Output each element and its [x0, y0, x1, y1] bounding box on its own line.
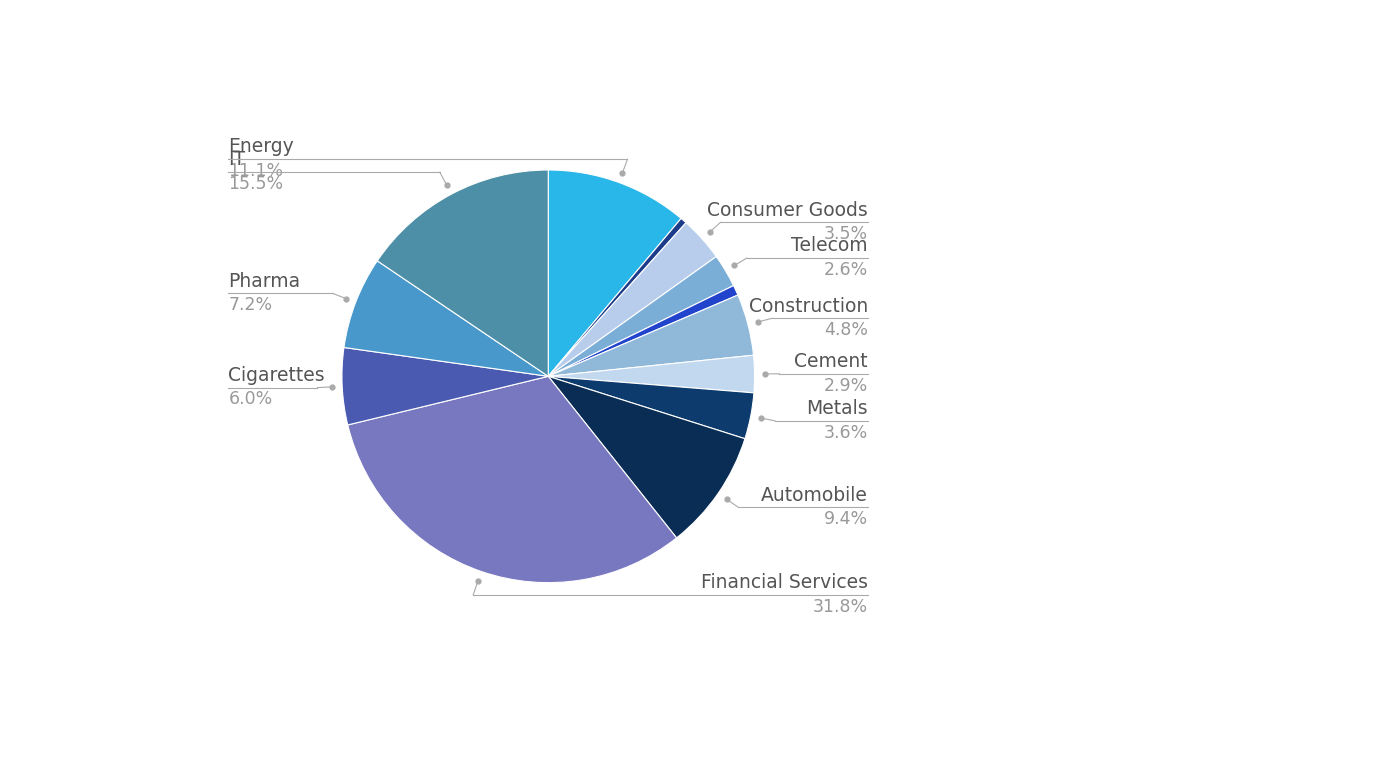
Text: Financial Services: Financial Services	[701, 573, 868, 592]
Text: 3.5%: 3.5%	[824, 225, 868, 243]
Text: Consumer Goods: Consumer Goods	[708, 200, 868, 220]
Text: 9.4%: 9.4%	[824, 510, 868, 528]
Wedge shape	[548, 170, 682, 376]
Wedge shape	[344, 261, 548, 376]
Text: Energy: Energy	[229, 137, 294, 157]
Text: 7.2%: 7.2%	[229, 296, 272, 314]
Text: 11.1%: 11.1%	[229, 162, 283, 180]
Text: 3.6%: 3.6%	[824, 424, 868, 442]
Text: 4.8%: 4.8%	[824, 321, 868, 339]
Wedge shape	[378, 170, 548, 376]
Text: Cement: Cement	[794, 352, 868, 371]
Wedge shape	[548, 376, 754, 439]
Text: Metals: Metals	[806, 399, 868, 418]
Text: 6.0%: 6.0%	[229, 390, 272, 409]
Wedge shape	[341, 347, 548, 425]
Text: 31.8%: 31.8%	[813, 598, 868, 616]
Text: 15.5%: 15.5%	[229, 175, 283, 193]
Wedge shape	[548, 295, 754, 376]
Wedge shape	[548, 286, 738, 376]
Wedge shape	[548, 257, 734, 376]
Text: Pharma: Pharma	[229, 272, 301, 290]
Text: Automobile: Automobile	[761, 485, 868, 505]
Wedge shape	[548, 223, 716, 376]
Wedge shape	[348, 376, 676, 583]
Wedge shape	[548, 356, 755, 393]
Text: 2.6%: 2.6%	[824, 261, 868, 279]
Text: Cigarettes: Cigarettes	[229, 366, 325, 385]
Text: 2.9%: 2.9%	[824, 376, 868, 395]
Text: IT: IT	[229, 151, 246, 170]
Text: Construction: Construction	[748, 296, 868, 316]
Text: Telecom: Telecom	[791, 237, 868, 255]
Wedge shape	[548, 218, 686, 376]
Wedge shape	[548, 376, 745, 538]
